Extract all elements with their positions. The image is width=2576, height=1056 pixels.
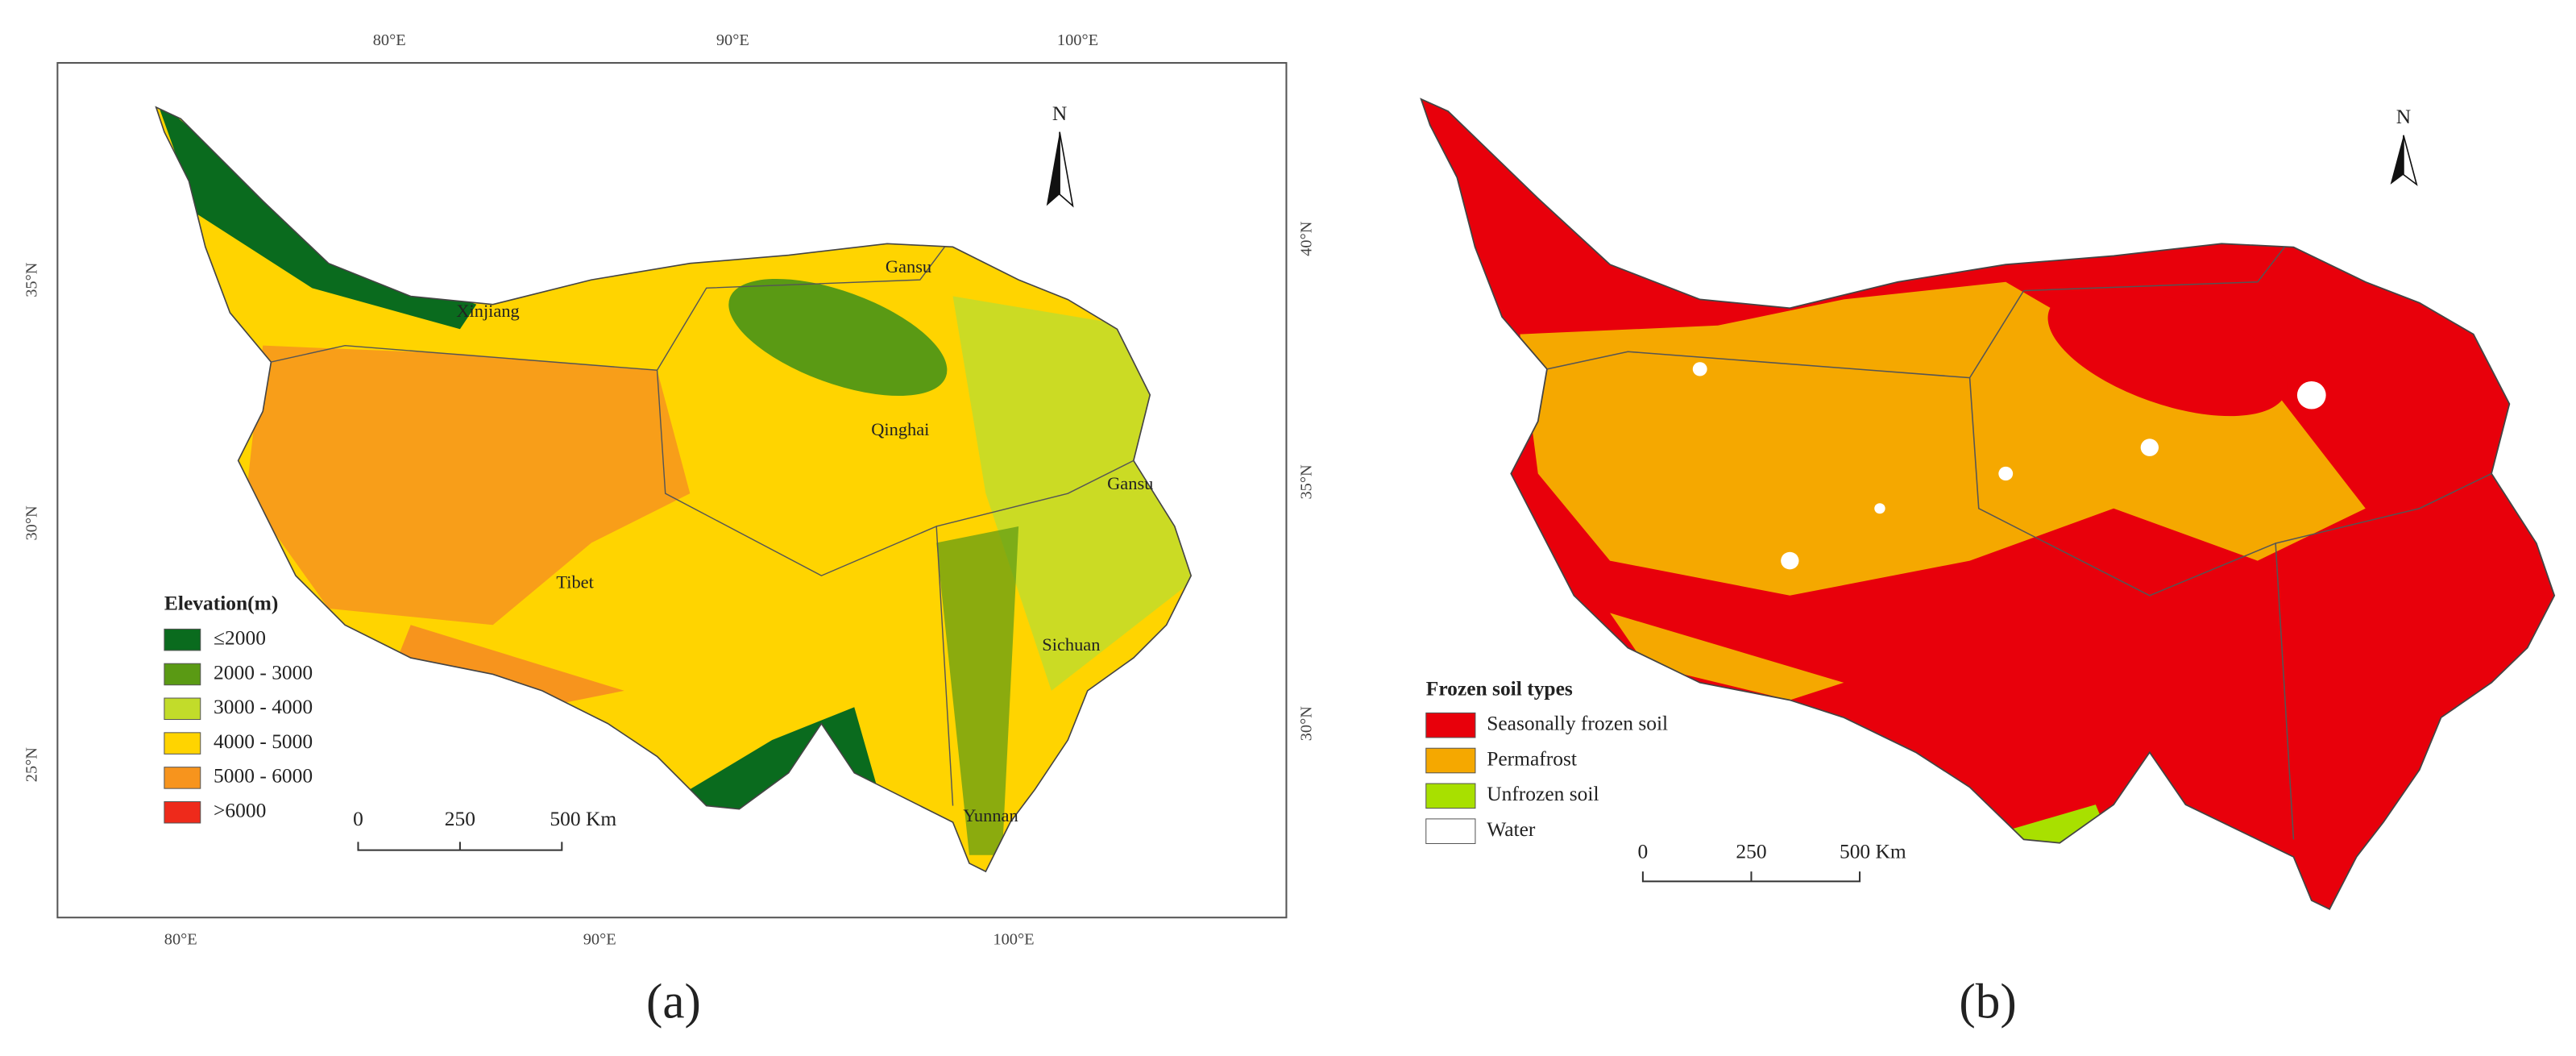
legend-swatch [1425,783,1476,809]
legend-swatch [164,628,201,651]
north-label: N [2396,105,2411,128]
caption: (b) [1959,974,2016,1029]
graticule-label: 100°E [993,930,1034,948]
graticule-label: 40°N [1298,221,1316,256]
place-label: Tibet [556,572,594,592]
scale-label: 500 Km [550,807,616,830]
graticule-label: 90°E [583,930,616,948]
frozen-soil-map [1420,98,2556,910]
legend-swatch [164,767,201,789]
graticule-label: 35°N [1298,464,1316,500]
legend-label: Permafrost [1487,746,1577,770]
legend-label: Unfrozen soil [1487,782,1599,805]
scale-label: 250 [445,807,475,830]
legend-label: 5000 - 6000 [214,764,313,788]
graticule-label: 80°E [373,31,406,49]
legend-swatch [164,697,201,721]
graticule-label: 100°E [1057,31,1098,49]
graticule-label: 35°N [23,262,40,297]
legend-label: >6000 [214,799,266,822]
graticule-label: 30°N [23,505,40,541]
scale-bar [357,842,563,851]
scale-label: 500 Km [1840,840,1906,863]
place-label: Gansu [1107,473,1153,493]
legend-label: ≤2000 [214,626,266,649]
legend-swatch [1425,818,1476,844]
place-label: Sichuan [1042,634,1100,655]
graticule-label: 30°N [1298,706,1316,742]
legend-label: Water [1487,817,1536,841]
place-label: Yunnan [963,805,1018,825]
scale-bar [1641,871,1861,883]
legend-label: 3000 - 4000 [214,695,313,718]
graticule-label: 80°E [164,930,197,948]
legend-label: 2000 - 3000 [214,660,313,684]
graticule-label: 25°N [23,747,40,783]
place-label: Qinghai [871,419,929,439]
legend-label: 4000 - 5000 [214,730,313,753]
north-label: N [1052,102,1067,125]
scale-label: 250 [1736,840,1766,863]
legend-title: Frozen soil types [1426,677,1573,701]
legend-label: Seasonally frozen soil [1487,712,1668,735]
legend-swatch [1425,747,1476,774]
legend-title: Elevation(m) [164,592,278,615]
place-label: Xinjiang [456,301,519,321]
legend-swatch [164,732,201,755]
place-label: Gansu [886,256,931,276]
scale-label: 0 [1638,840,1649,863]
legend-swatch [164,663,201,686]
legend-swatch [164,800,201,824]
scale-label: 0 [353,807,363,830]
graticule-label: 90°E [716,31,749,49]
caption: (a) [646,974,701,1029]
legend-swatch [1425,712,1476,738]
